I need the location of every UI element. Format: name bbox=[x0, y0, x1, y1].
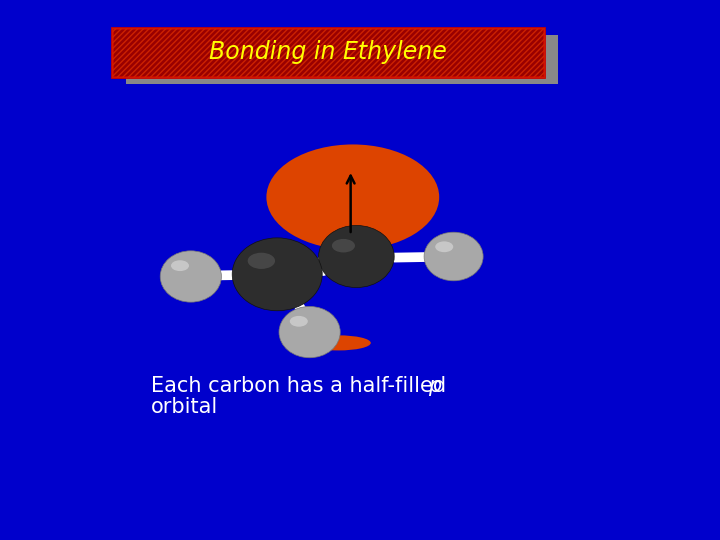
FancyBboxPatch shape bbox=[112, 28, 544, 77]
FancyBboxPatch shape bbox=[126, 35, 558, 84]
Ellipse shape bbox=[161, 251, 222, 302]
Ellipse shape bbox=[332, 239, 355, 252]
Text: p: p bbox=[428, 375, 441, 395]
Ellipse shape bbox=[318, 226, 395, 287]
Ellipse shape bbox=[171, 260, 189, 271]
Ellipse shape bbox=[306, 335, 371, 350]
Ellipse shape bbox=[435, 241, 454, 252]
Ellipse shape bbox=[248, 253, 275, 269]
Text: orbital: orbital bbox=[151, 397, 218, 417]
Text: Bonding in Ethylene: Bonding in Ethylene bbox=[209, 40, 446, 64]
Ellipse shape bbox=[289, 316, 308, 327]
Ellipse shape bbox=[232, 238, 323, 310]
Ellipse shape bbox=[424, 232, 483, 281]
Ellipse shape bbox=[279, 306, 341, 357]
Ellipse shape bbox=[266, 145, 439, 249]
Text: Each carbon has a half-filled: Each carbon has a half-filled bbox=[151, 375, 453, 395]
